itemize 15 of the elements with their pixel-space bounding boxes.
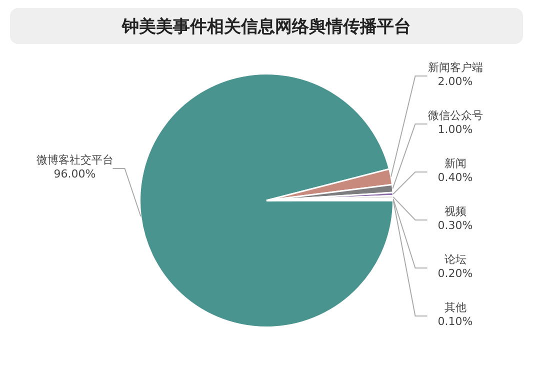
data-label: 1.00%: [438, 123, 473, 136]
slice-label: 新闻: [444, 157, 466, 170]
data-label: 0.20%: [438, 267, 473, 280]
slice-label: 其他: [444, 301, 466, 314]
data-label: 0.40%: [438, 171, 473, 184]
chart-title: 钟美美事件相关信息网络舆情传播平台: [10, 8, 523, 44]
slice-label: 新闻客户端: [428, 61, 483, 74]
data-label: 2.00%: [438, 75, 473, 88]
slice-label: 微博客社交平台: [36, 154, 114, 166]
slice-label: 微信公众号: [428, 109, 483, 122]
slice-label: 视频: [444, 205, 466, 218]
data-label: 0.30%: [438, 219, 473, 232]
slice-label: 论坛: [444, 253, 466, 266]
data-label: 0.10%: [438, 315, 473, 328]
data-label: 96.00%: [54, 168, 96, 180]
